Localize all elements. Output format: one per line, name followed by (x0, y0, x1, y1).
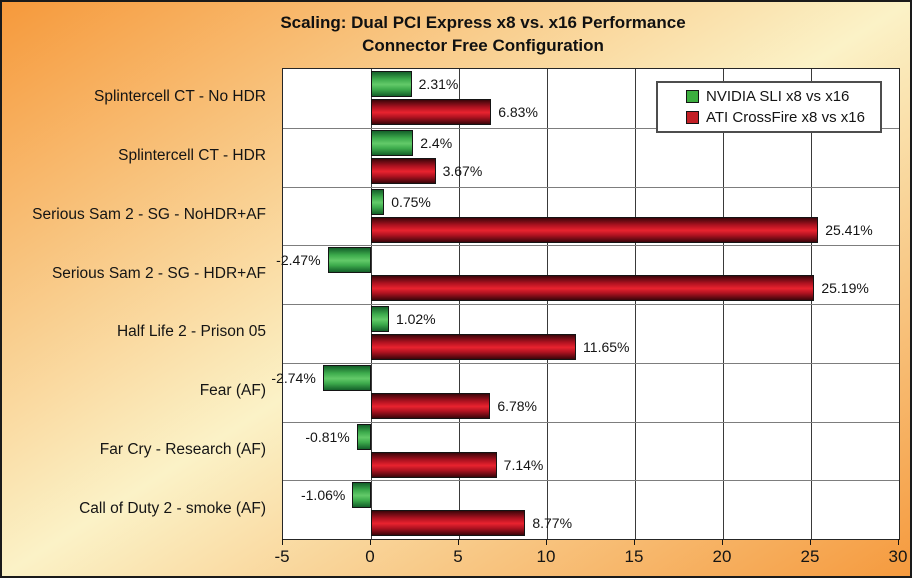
bar-ati-crossfire (371, 510, 526, 537)
bar-value-label: 8.77% (532, 515, 573, 532)
category-label: Serious Sam 2 - SG - NoHDR+AF (32, 205, 266, 223)
bar-nvidia-sli (371, 188, 385, 215)
x-axis-label: -5 (274, 547, 290, 566)
legend-swatch (686, 90, 699, 103)
x-axis-tick (634, 539, 635, 545)
x-axis-tick (458, 539, 459, 545)
bar-value-label: 2.4% (420, 134, 453, 151)
bar-value-label: 6.83% (498, 104, 538, 120)
category-label: Splintercell CT - HDR (118, 147, 266, 165)
bar-nvidia-sli (352, 482, 371, 509)
grid-line-y (283, 421, 899, 423)
bar-value-label: 25.19% (821, 280, 869, 297)
x-axis-tick (370, 539, 371, 545)
bar-value-label: -2.47% (276, 252, 321, 269)
x-axis-label: 10 (536, 547, 556, 566)
x-axis-tick (282, 539, 283, 545)
chart-title-line2: Connector Free Configuration (362, 36, 604, 55)
x-axis-tick (546, 539, 547, 545)
bar-ati-crossfire (371, 392, 491, 419)
bar-nvidia-sli (327, 247, 371, 274)
category-label: Splintercell CT - No HDR (94, 88, 266, 106)
bar-value-label: -0.81% (305, 428, 350, 445)
legend-label: ATI CrossFire x8 vs x16 (706, 109, 865, 126)
legend-label: NVIDIA SLI x8 vs x16 (706, 88, 850, 105)
category-axis: Splintercell CT - No HDR Splintercell CT … (2, 68, 274, 538)
bar-value-label: 1.02% (395, 311, 436, 327)
x-axis-label: 30 (888, 547, 908, 566)
bar-nvidia-sli (322, 364, 371, 391)
grid-line-y (283, 245, 899, 247)
grid-line-y (283, 127, 899, 129)
bar-nvidia-sli (371, 306, 389, 332)
bar-value-label: -2.74% (271, 369, 316, 386)
bar-ati-crossfire (371, 451, 497, 478)
bar-ati-crossfire (371, 275, 815, 302)
bar-value-label: 6.78% (497, 397, 538, 414)
chart-title-line1: Scaling: Dual PCI Express x8 vs. x16 Per… (280, 13, 686, 32)
bar-value-label: 7.14% (503, 456, 544, 473)
legend-item: NVIDIA SLI x8 vs x16 (686, 89, 880, 104)
category-label: Far Cry - Research (AF) (99, 440, 266, 458)
bar-ati-crossfire (371, 216, 819, 243)
bar-nvidia-sli (371, 71, 412, 97)
bar-value-label: 25.41% (825, 221, 873, 238)
x-axis-tick (810, 539, 811, 545)
plot-area: 2.31% 2.4% 0.75% -2.47% 1.02% -2.74% -0.81% -1.… (271, 68, 900, 540)
bar-ati-crossfire (371, 99, 492, 125)
bar-value-label: 2.31% (418, 76, 459, 92)
legend-item: ATI CrossFire x8 vs x16 (686, 110, 880, 125)
bar-value-label: 11.65% (583, 339, 630, 355)
grid-line-y (283, 480, 899, 482)
x-axis-label: 15 (624, 547, 644, 566)
legend: NVIDIA SLI x8 vs x16 ATI CrossFire x8 vs … (656, 81, 882, 133)
bar-nvidia-sli (356, 423, 371, 450)
bar-ati-crossfire (371, 334, 577, 360)
bar-ati-crossfire (371, 157, 436, 184)
grid-line-y (283, 304, 899, 305)
x-axis-tick (722, 539, 723, 545)
x-axis-label: 25 (800, 547, 820, 566)
x-axis-label: 0 (365, 547, 375, 566)
x-axis-tick (898, 539, 899, 545)
grid-line-y (283, 186, 899, 188)
category-label: Call of Duty 2 - smoke (AF) (79, 499, 266, 517)
legend-swatch (686, 111, 699, 124)
x-axis-label: 5 (453, 547, 463, 566)
category-label: Fear (AF) (199, 382, 266, 400)
category-label: Half Life 2 - Prison 05 (116, 323, 266, 341)
chart-title: Scaling: Dual PCI Express x8 vs. x16 Per… (56, 11, 910, 57)
bar-value-label: 3.67% (442, 162, 483, 179)
bar-nvidia-sli (371, 129, 414, 156)
bar-value-label: 0.75% (391, 193, 431, 210)
category-label: Serious Sam 2 - SG - HDR+AF (51, 264, 266, 282)
grid-line-y (283, 362, 899, 364)
bar-value-label: -1.06% (300, 487, 346, 504)
x-axis-label: 20 (712, 547, 732, 566)
